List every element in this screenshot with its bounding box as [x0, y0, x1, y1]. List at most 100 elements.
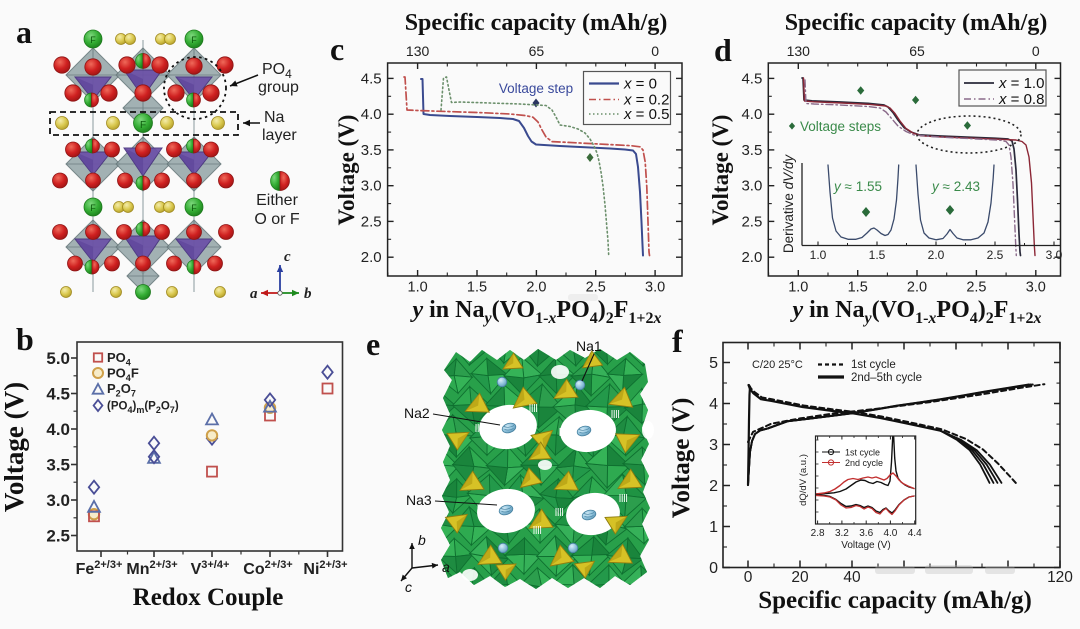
svg-text:a: a — [16, 14, 32, 50]
svg-text:Na1: Na1 — [576, 338, 602, 354]
svg-text:Voltage (V): Voltage (V) — [668, 398, 695, 519]
svg-text:Voltage (V): Voltage (V) — [708, 115, 733, 226]
svg-text:40: 40 — [843, 569, 861, 586]
svg-text:2: 2 — [709, 478, 718, 495]
svg-text:3.5: 3.5 — [46, 456, 70, 475]
svg-text:x = 0.8: x = 0.8 — [998, 91, 1044, 108]
svg-text:(PO4)m(P2O7): (PO4)m(P2O7) — [107, 401, 179, 416]
svg-text:3.0: 3.0 — [46, 491, 70, 510]
svg-text:Specific capacity (mAh/g): Specific capacity (mAh/g) — [405, 10, 668, 36]
svg-text:3: 3 — [709, 437, 718, 454]
svg-text:1: 1 — [709, 519, 718, 536]
svg-text:Voltage step: Voltage step — [499, 81, 573, 96]
svg-text:x = 0.2: x = 0.2 — [623, 92, 669, 109]
svg-text:20: 20 — [791, 569, 809, 586]
svg-text:2.0: 2.0 — [928, 248, 945, 262]
svg-text:Voltage steps: Voltage steps — [800, 119, 881, 134]
svg-text:c: c — [405, 579, 412, 595]
svg-text:x = 1.0: x = 1.0 — [998, 75, 1044, 92]
svg-text:Voltage (V): Voltage (V) — [841, 540, 890, 551]
svg-text:Na2: Na2 — [404, 405, 430, 421]
svg-text:3.6: 3.6 — [859, 528, 873, 539]
svg-text:1.5: 1.5 — [848, 280, 868, 296]
svg-text:1st cycle: 1st cycle — [851, 359, 896, 371]
svg-text:b: b — [304, 286, 312, 302]
svg-text:2.0: 2.0 — [907, 280, 927, 296]
svg-text:P2O7: P2O7 — [107, 381, 136, 399]
svg-text:4.0: 4.0 — [741, 106, 762, 123]
svg-text:130: 130 — [406, 43, 430, 59]
svg-text:Either: Either — [256, 192, 298, 209]
svg-text:4: 4 — [709, 396, 718, 413]
svg-text:3.0: 3.0 — [361, 178, 382, 195]
svg-text:b: b — [16, 321, 34, 357]
svg-text:F: F — [90, 203, 96, 213]
svg-text:4.0: 4.0 — [883, 528, 897, 539]
svg-text:1.5: 1.5 — [467, 280, 487, 296]
svg-text:y in Nay(VO1-xPO4)2F1+2x: y in Nay(VO1-xPO4)2F1+2x — [409, 297, 661, 327]
svg-text:2.5: 2.5 — [586, 280, 606, 296]
svg-text:PO4: PO4 — [107, 350, 131, 368]
svg-text:4.0: 4.0 — [361, 106, 382, 123]
svg-text:120: 120 — [1047, 569, 1073, 586]
svg-text:1.0: 1.0 — [408, 280, 428, 296]
svg-text:C/20 25°C: C/20 25°C — [752, 359, 803, 371]
svg-text:65: 65 — [909, 43, 925, 59]
svg-text:2.0: 2.0 — [361, 249, 382, 266]
svg-text:Fe2+/3+: Fe2+/3+ — [76, 559, 123, 578]
svg-text:y in Nay(VO1-xPO4)2F1+2x: y in Nay(VO1-xPO4)2F1+2x — [789, 297, 1041, 327]
svg-text:1.0: 1.0 — [810, 248, 827, 262]
svg-text:Voltage (V): Voltage (V) — [0, 382, 29, 512]
svg-text:Na3: Na3 — [406, 492, 432, 508]
svg-text:5: 5 — [709, 355, 718, 372]
svg-text:V3+/4+: V3+/4+ — [191, 559, 230, 578]
svg-text:layer: layer — [262, 127, 297, 144]
svg-text:4.5: 4.5 — [361, 70, 382, 87]
svg-text:c: c — [330, 31, 344, 67]
svg-text:group: group — [258, 79, 299, 96]
svg-text:2.8: 2.8 — [811, 528, 825, 539]
svg-text:4.5: 4.5 — [46, 385, 70, 404]
svg-text:2.5: 2.5 — [46, 527, 70, 546]
svg-text:3.0: 3.0 — [741, 178, 762, 195]
svg-text:130: 130 — [787, 43, 811, 59]
svg-text:2nd–5th cycle: 2nd–5th cycle — [851, 372, 922, 384]
svg-text:2.0: 2.0 — [741, 249, 762, 266]
svg-text:0: 0 — [1032, 43, 1040, 59]
svg-text:Redox Couple: Redox Couple — [133, 584, 284, 611]
svg-text:1.5: 1.5 — [869, 248, 886, 262]
svg-text:y ≈ 1.55: y ≈ 1.55 — [833, 179, 882, 194]
svg-text:2.5: 2.5 — [966, 280, 986, 296]
svg-text:F: F — [140, 120, 146, 131]
svg-text:3.5: 3.5 — [741, 142, 762, 159]
svg-text:F: F — [191, 203, 197, 213]
svg-text:1.0: 1.0 — [788, 280, 808, 296]
svg-text:3.0: 3.0 — [645, 280, 665, 296]
svg-text:Na: Na — [264, 109, 285, 126]
svg-text:1st cycle: 1st cycle — [845, 448, 880, 458]
svg-text:a: a — [442, 559, 450, 575]
svg-text:2nd cycle: 2nd cycle — [845, 458, 883, 468]
svg-text:Voltage (V): Voltage (V) — [334, 115, 359, 226]
svg-text:0: 0 — [651, 43, 659, 59]
svg-text:Ni2+/3+: Ni2+/3+ — [303, 559, 347, 578]
svg-text:y ≈ 2.43: y ≈ 2.43 — [931, 179, 980, 194]
svg-text:F: F — [191, 35, 197, 45]
svg-text:3.2: 3.2 — [835, 528, 849, 539]
svg-text:5.0: 5.0 — [46, 349, 70, 368]
svg-text:0: 0 — [709, 560, 718, 577]
svg-text:2.0: 2.0 — [526, 280, 546, 296]
svg-text:4.0: 4.0 — [46, 420, 70, 439]
svg-text:PO4F: PO4F — [107, 366, 139, 384]
svg-text:d: d — [714, 32, 732, 68]
svg-text:Mn2+/3+: Mn2+/3+ — [126, 559, 177, 578]
svg-text:f: f — [672, 323, 683, 359]
svg-text:3.5: 3.5 — [361, 142, 382, 159]
svg-text:Co2+/3+: Co2+/3+ — [243, 559, 292, 578]
svg-text:a: a — [250, 286, 258, 302]
svg-text:PO4: PO4 — [262, 61, 292, 81]
svg-text:4.4: 4.4 — [908, 528, 922, 539]
svg-text:O or F: O or F — [254, 211, 300, 228]
svg-text:3.0: 3.0 — [1026, 280, 1046, 296]
svg-text:x = 0: x = 0 — [623, 76, 657, 93]
